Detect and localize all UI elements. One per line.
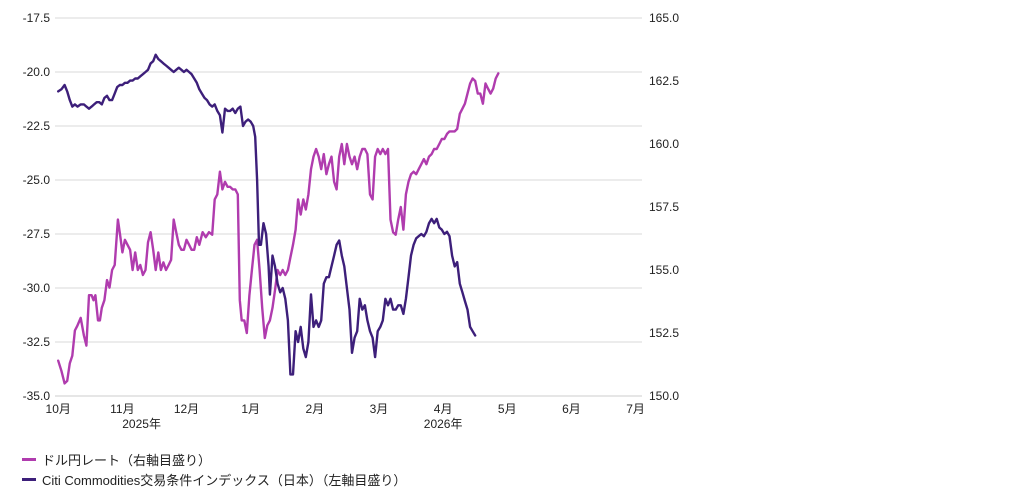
right-tick-label: 155.0 [649, 263, 679, 277]
x-year-label: 2025年 [122, 417, 161, 431]
right-tick-label: 152.5 [649, 326, 679, 340]
left-tick-label: -17.5 [23, 11, 51, 25]
left-tick-label: -35.0 [23, 389, 51, 403]
right-tick-label: 162.5 [649, 74, 679, 88]
left-tick-label: -22.5 [23, 119, 51, 133]
legend-item-usdjpy: ドル円レート（右軸目盛り） [22, 450, 211, 469]
left-tick-label: -32.5 [23, 335, 51, 349]
left-tick-label: -27.5 [23, 227, 51, 241]
legend-item-citi: Citi Commodities交易条件インデックス（日本）（左軸目盛り） [22, 470, 406, 489]
x-month-label: 11月 [110, 402, 134, 416]
x-month-label: 10月 [46, 402, 71, 416]
right-tick-label: 157.5 [649, 200, 679, 214]
x-month-label: 7月 [626, 402, 645, 416]
right-tick-label: 160.0 [649, 137, 679, 151]
series-line-citi [57, 53, 477, 376]
x-month-label: 1月 [241, 402, 260, 416]
left-axis-ticks: -17.5 -20.0 -22.5 -25.0 -27.5 -30.0 -32.5 -35.0 [23, 11, 51, 403]
grid-lines [55, 17, 642, 397]
x-month-label: 2月 [305, 402, 324, 416]
x-month-label: 3月 [370, 402, 389, 416]
left-tick-label: -30.0 [23, 281, 51, 295]
x-month-label: 5月 [498, 402, 517, 416]
line-chart: -17.5 -20.0 -22.5 -25.0 -27.5 -30.0 -32.5 -35.0… [23, 11, 680, 431]
x-month-label: 4月 [434, 402, 453, 416]
right-tick-label: 165.0 [649, 11, 679, 25]
left-tick-label: -25.0 [23, 173, 51, 187]
x-year-label: 2026年 [424, 417, 463, 431]
x-month-label: 6月 [562, 402, 581, 416]
legend-label-usdjpy: ドル円レート（右軸目盛り） [42, 453, 212, 468]
series-line-usdjpy [57, 72, 500, 385]
x-month-label: 12月 [174, 402, 199, 416]
x-axis-ticks: 10月 11月 12月 1月 2月 3月 4月 5月 6月 7月 2025年 2026年 [46, 395, 645, 431]
right-tick-label: 150.0 [649, 389, 679, 403]
legend-label-citi: Citi Commodities交易条件インデックス（日本）（左軸目盛り） [42, 473, 407, 488]
right-axis-ticks: 165.0 162.5 160.0 157.5 155.0 152.5 150.0 [649, 11, 679, 403]
series-layer [57, 53, 500, 385]
legend-swatch-citi [22, 478, 36, 481]
left-tick-label: -20.0 [23, 65, 51, 79]
legend-swatch-usdjpy [22, 458, 36, 461]
